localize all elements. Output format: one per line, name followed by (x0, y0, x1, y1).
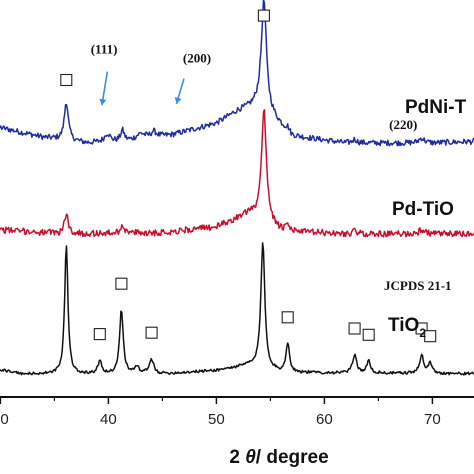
plot-area: (111) (200) (220) (0, 0, 474, 376)
x-tick-label-2: 50 (208, 411, 225, 428)
peak-marker-0 (60, 73, 73, 87)
reference-label: JCPDS 21-1 (384, 278, 452, 293)
hkl-label-0: (111) (91, 41, 118, 56)
peak-marker-3 (115, 277, 128, 290)
series-label-tio2: TiO2 (388, 315, 426, 340)
hkl-layer: (111) (200) (220) (91, 41, 418, 132)
x-axis-title-theta: θ (245, 447, 256, 468)
series-labels: PdNi-T Pd-TiO JCPDS 21-1 TiO2 (384, 97, 467, 340)
x-tick-label-1: 40 (100, 411, 117, 428)
series-line-0 (0, 0, 474, 147)
series-label-tio2-subscript: 2 (419, 326, 426, 340)
x-axis-title-suffix: / degree (256, 447, 329, 468)
x-axis: 30 40 50 60 70 (0, 396, 474, 428)
arrow-layer (99, 71, 185, 106)
peak-marker-4 (145, 326, 158, 339)
x-tick-label-4: 70 (424, 411, 441, 428)
hkl-arrow-1 (174, 78, 185, 105)
marker-layer (60, 9, 437, 343)
peak-marker-1 (257, 9, 270, 22)
peak-marker-2 (93, 328, 106, 341)
x-axis-title-prefix: 2 (229, 447, 245, 468)
peak-marker-9 (424, 330, 437, 343)
hkl-label-2: (220) (389, 117, 417, 132)
series-label-pdni: PdNi-T (405, 97, 467, 118)
series-layer (0, 0, 474, 376)
series-label-pd: Pd-TiO (392, 199, 454, 220)
peak-marker-5 (281, 311, 294, 324)
x-tick-label-3: 60 (316, 411, 333, 428)
series-line-2 (0, 242, 474, 376)
x-axis-title: 2 θ/ degree (229, 447, 328, 468)
hkl-label-1: (200) (183, 51, 211, 66)
peak-marker-8 (415, 322, 428, 335)
x-ticks: 30 40 50 60 70 (0, 397, 441, 428)
peak-marker-6 (348, 322, 361, 335)
hkl-arrow-0 (99, 71, 109, 106)
x-tick-label-0: 30 (0, 411, 9, 428)
peak-marker-7 (362, 328, 375, 341)
series-line-1 (0, 109, 474, 238)
